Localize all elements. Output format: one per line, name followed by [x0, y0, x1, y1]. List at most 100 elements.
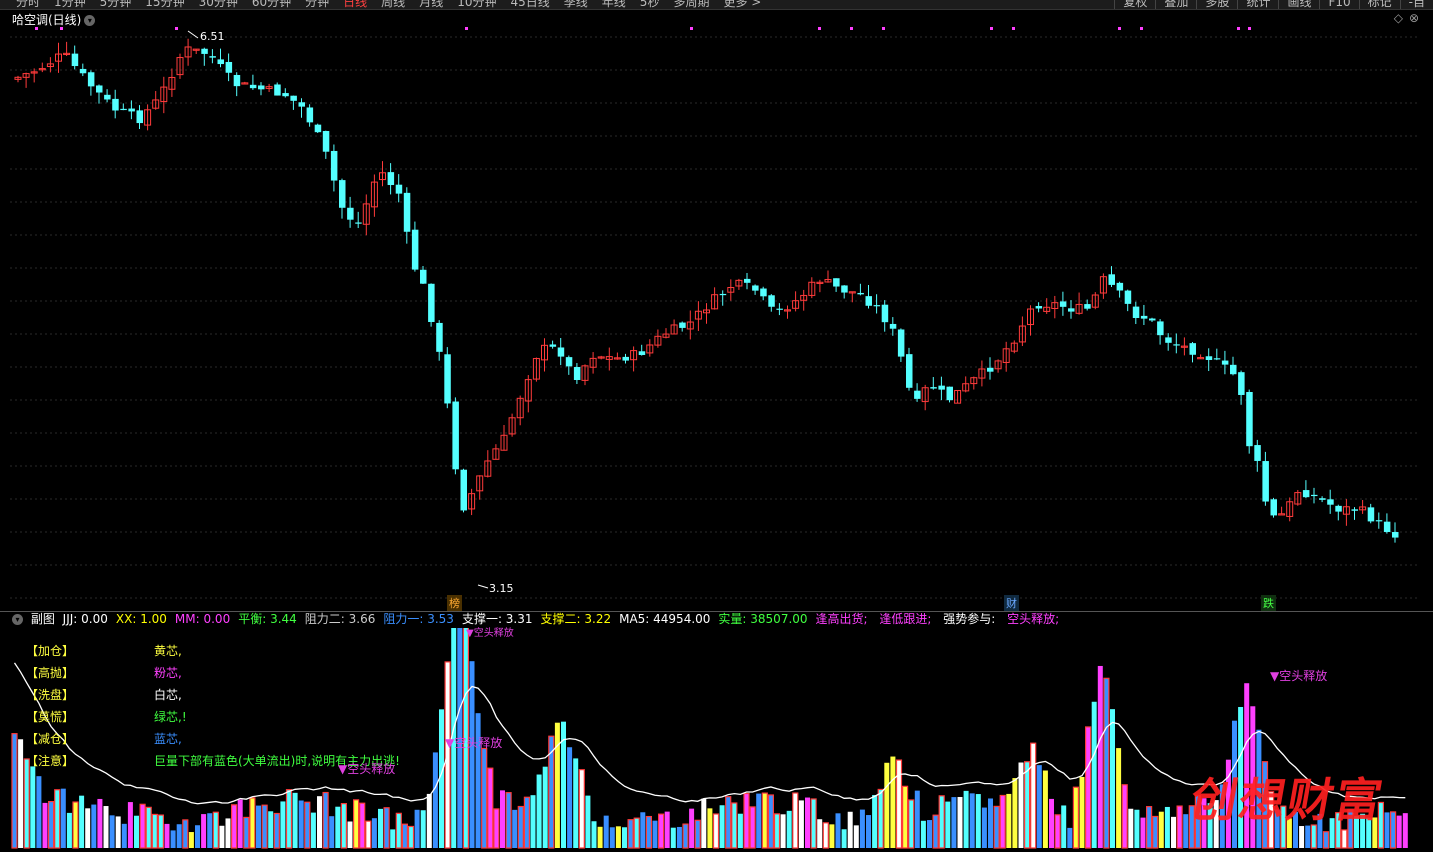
- marker-cai: 财: [1004, 595, 1019, 611]
- volume-bar: [975, 794, 981, 848]
- period-tab[interactable]: 分时: [16, 0, 41, 9]
- volume-bar: [627, 819, 634, 849]
- legend-desc: 巨量下部有蓝色(大单流出)时,说明有主力出逃!: [154, 754, 400, 768]
- period-tab[interactable]: 60分钟: [251, 0, 292, 9]
- candle-body: [954, 389, 962, 404]
- candle-body: [946, 386, 953, 401]
- candle-body: [96, 85, 103, 93]
- candle-body: [136, 110, 143, 124]
- period-tab[interactable]: 分钟: [305, 0, 330, 9]
- volume-bar: [689, 808, 695, 848]
- period-tab[interactable]: 季线: [563, 0, 588, 9]
- tool-button[interactable]: 复权: [1114, 0, 1155, 9]
- window-controls: ◇⊗: [1394, 11, 1425, 25]
- volume-bar: [1310, 824, 1317, 849]
- candle-body: [1238, 372, 1245, 395]
- volume-indicator-chart[interactable]: [0, 628, 1433, 852]
- candle-body: [1383, 521, 1391, 532]
- volume-bar: [298, 800, 304, 848]
- candle-body: [233, 74, 241, 87]
- candle-body: [1157, 321, 1164, 336]
- candle-body: [87, 72, 95, 87]
- tool-button[interactable]: -自: [1399, 0, 1433, 9]
- restore-icon[interactable]: ◇: [1393, 11, 1409, 25]
- legend-desc: 绿芯,!: [154, 710, 187, 724]
- candle-body: [565, 357, 573, 367]
- volume-bar: [1042, 770, 1048, 848]
- main-chart-title[interactable]: 哈空调(日线) ▾: [12, 11, 96, 28]
- period-tab[interactable]: 5分钟: [99, 0, 132, 9]
- volume-bar: [1299, 826, 1305, 848]
- tool-button[interactable]: 多股: [1196, 0, 1237, 9]
- volume-bar: [487, 767, 494, 849]
- candle-body: [282, 93, 289, 97]
- tool-button[interactable]: F10: [1319, 0, 1358, 9]
- candle-body: [1068, 308, 1075, 312]
- candle-body: [516, 397, 524, 419]
- candle-body: [298, 102, 305, 107]
- volume-bar: [18, 739, 24, 848]
- candlestick-chart[interactable]: 6.51 3.15: [0, 9, 1433, 611]
- signal-label: ▼空头释放: [1270, 669, 1328, 683]
- volume-bar: [329, 816, 335, 848]
- period-tab[interactable]: 10分钟: [457, 0, 497, 9]
- volume-bar: [390, 829, 396, 848]
- candle-body: [428, 283, 435, 322]
- volume-bar: [701, 798, 707, 848]
- volume-bar: [340, 803, 347, 849]
- period-tab[interactable]: 45日线: [510, 0, 550, 9]
- pane-divider[interactable]: [0, 611, 1433, 612]
- indicator-value: 逢低跟进;: [879, 612, 939, 626]
- volume-bar: [1322, 831, 1330, 849]
- tool-button[interactable]: 画线: [1278, 0, 1319, 9]
- candle-body: [1116, 282, 1124, 291]
- period-tab[interactable]: 日线: [343, 0, 368, 9]
- period-tab[interactable]: 5秒: [639, 0, 660, 9]
- volume-bar: [573, 758, 579, 848]
- volume-bar: [761, 792, 768, 849]
- indicator-values: JJJ: 0.00 XX: 1.00 MM: 0.00 平衡: 3.44 阻力二: 3.…: [63, 612, 1068, 626]
- candle-body: [46, 63, 54, 68]
- period-tab[interactable]: 月线: [419, 0, 444, 9]
- tool-button[interactable]: 标记: [1358, 0, 1400, 9]
- signal-dot: [882, 27, 885, 30]
- candle-body: [630, 350, 638, 361]
- period-tab[interactable]: 年线: [601, 0, 626, 9]
- tool-button[interactable]: 叠加: [1155, 0, 1196, 9]
- period-tab[interactable]: 多周期: [673, 0, 710, 9]
- chevron-down-icon[interactable]: ▾: [84, 15, 96, 26]
- volume-bar: [1366, 817, 1372, 848]
- volume-bar: [1402, 813, 1408, 848]
- stock-title: 哈空调(日线): [12, 13, 82, 27]
- candle-body: [727, 287, 735, 293]
- period-tab[interactable]: 更多 >: [723, 0, 762, 9]
- legend-label: 【注意】: [26, 754, 75, 768]
- volume-bar: [901, 785, 909, 849]
- candle-body: [330, 150, 338, 181]
- volume-bar: [1244, 683, 1250, 848]
- period-tab[interactable]: 30分钟: [198, 0, 238, 9]
- volume-bar: [1188, 805, 1195, 849]
- candle-body: [420, 269, 427, 284]
- close-icon[interactable]: ⊗: [1408, 11, 1425, 25]
- volume-bar: [895, 759, 903, 849]
- legend-desc: 黄芯,: [154, 644, 182, 658]
- volume-bar: [219, 825, 225, 848]
- candle-body: [646, 344, 654, 354]
- tool-button[interactable]: 统计: [1237, 0, 1278, 9]
- chevron-down-icon[interactable]: ▾: [12, 614, 23, 625]
- candle-body: [379, 172, 386, 181]
- volume-bar: [1145, 806, 1153, 849]
- candle-body: [557, 347, 565, 357]
- volume-bar: [261, 804, 268, 849]
- volume-bar: [243, 816, 250, 849]
- period-tab[interactable]: 1分钟: [54, 0, 86, 9]
- period-tab[interactable]: 15分钟: [145, 0, 185, 9]
- volume-bar: [1030, 742, 1037, 849]
- candle-body: [1221, 360, 1229, 365]
- volume-bar: [66, 812, 72, 848]
- period-tab[interactable]: 周线: [381, 0, 406, 9]
- indicator-value: 强势参与:: [943, 612, 1003, 626]
- indicator-name: JJJ:: [62, 612, 82, 626]
- volume-bar: [134, 815, 139, 848]
